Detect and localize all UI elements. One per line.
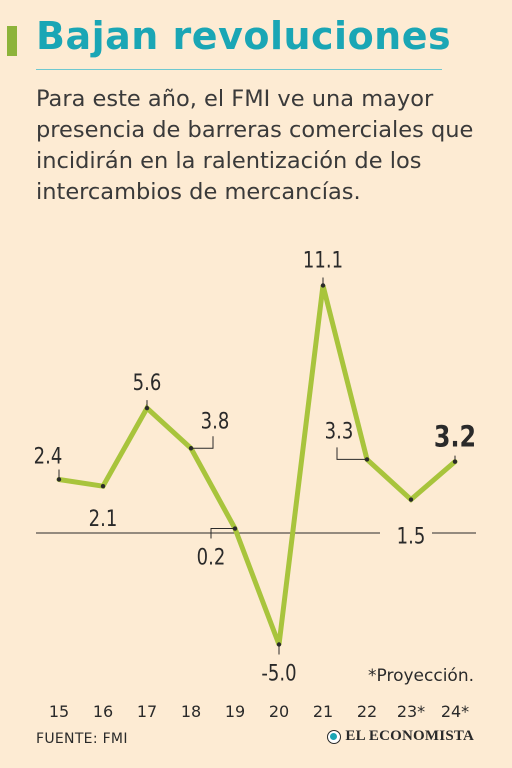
title-divider	[36, 69, 442, 70]
data-label: 11.1	[303, 247, 343, 273]
data-point	[364, 457, 370, 462]
label-connector	[191, 436, 214, 449]
series-line	[56, 284, 458, 646]
data-label: 5.6	[133, 369, 162, 395]
label-connector	[336, 447, 367, 460]
brand-mark-icon	[327, 729, 342, 744]
x-tick-label: 18	[181, 702, 201, 721]
brand-name: EL ECONOMISTA	[345, 728, 474, 744]
x-tick-label: 17	[137, 702, 157, 721]
data-label: 3.8	[201, 407, 230, 433]
title-accent-bar	[7, 26, 17, 56]
data-label: 1.5	[397, 523, 426, 549]
data-label: 3.2	[434, 420, 476, 454]
data-point	[100, 483, 106, 489]
chart-subtitle: Para este año, el FMI ve una mayor prese…	[36, 86, 474, 205]
x-tick-label: 19	[225, 702, 245, 721]
data-point	[232, 526, 238, 531]
data-point	[188, 446, 194, 451]
x-tick-label: 22	[357, 702, 377, 721]
data-point	[320, 283, 326, 288]
data-point	[276, 642, 282, 647]
brand-logo: EL ECONOMISTA	[327, 728, 474, 745]
data-point	[56, 477, 62, 482]
chart-title: Bajan revoluciones	[36, 14, 452, 58]
data-label: 3.3	[325, 418, 354, 444]
data-point	[452, 459, 458, 464]
x-tick-label: 21	[313, 702, 333, 721]
source-label: FUENTE: FMI	[36, 731, 128, 747]
label-connector	[210, 528, 235, 539]
data-point	[408, 497, 414, 502]
x-tick-label: 23*	[397, 702, 425, 721]
x-tick-label: 16	[93, 702, 113, 721]
x-tick-label: 24*	[441, 702, 469, 721]
data-label: 2.4	[34, 443, 63, 469]
projection-note: *Proyección.	[368, 666, 474, 686]
data-label: 0.2	[197, 544, 226, 570]
data-point	[144, 405, 150, 411]
x-tick-label: 20	[269, 702, 289, 721]
data-label: -5.0	[261, 660, 296, 686]
data-label: 2.1	[89, 505, 118, 531]
x-tick-label: 15	[49, 702, 69, 721]
